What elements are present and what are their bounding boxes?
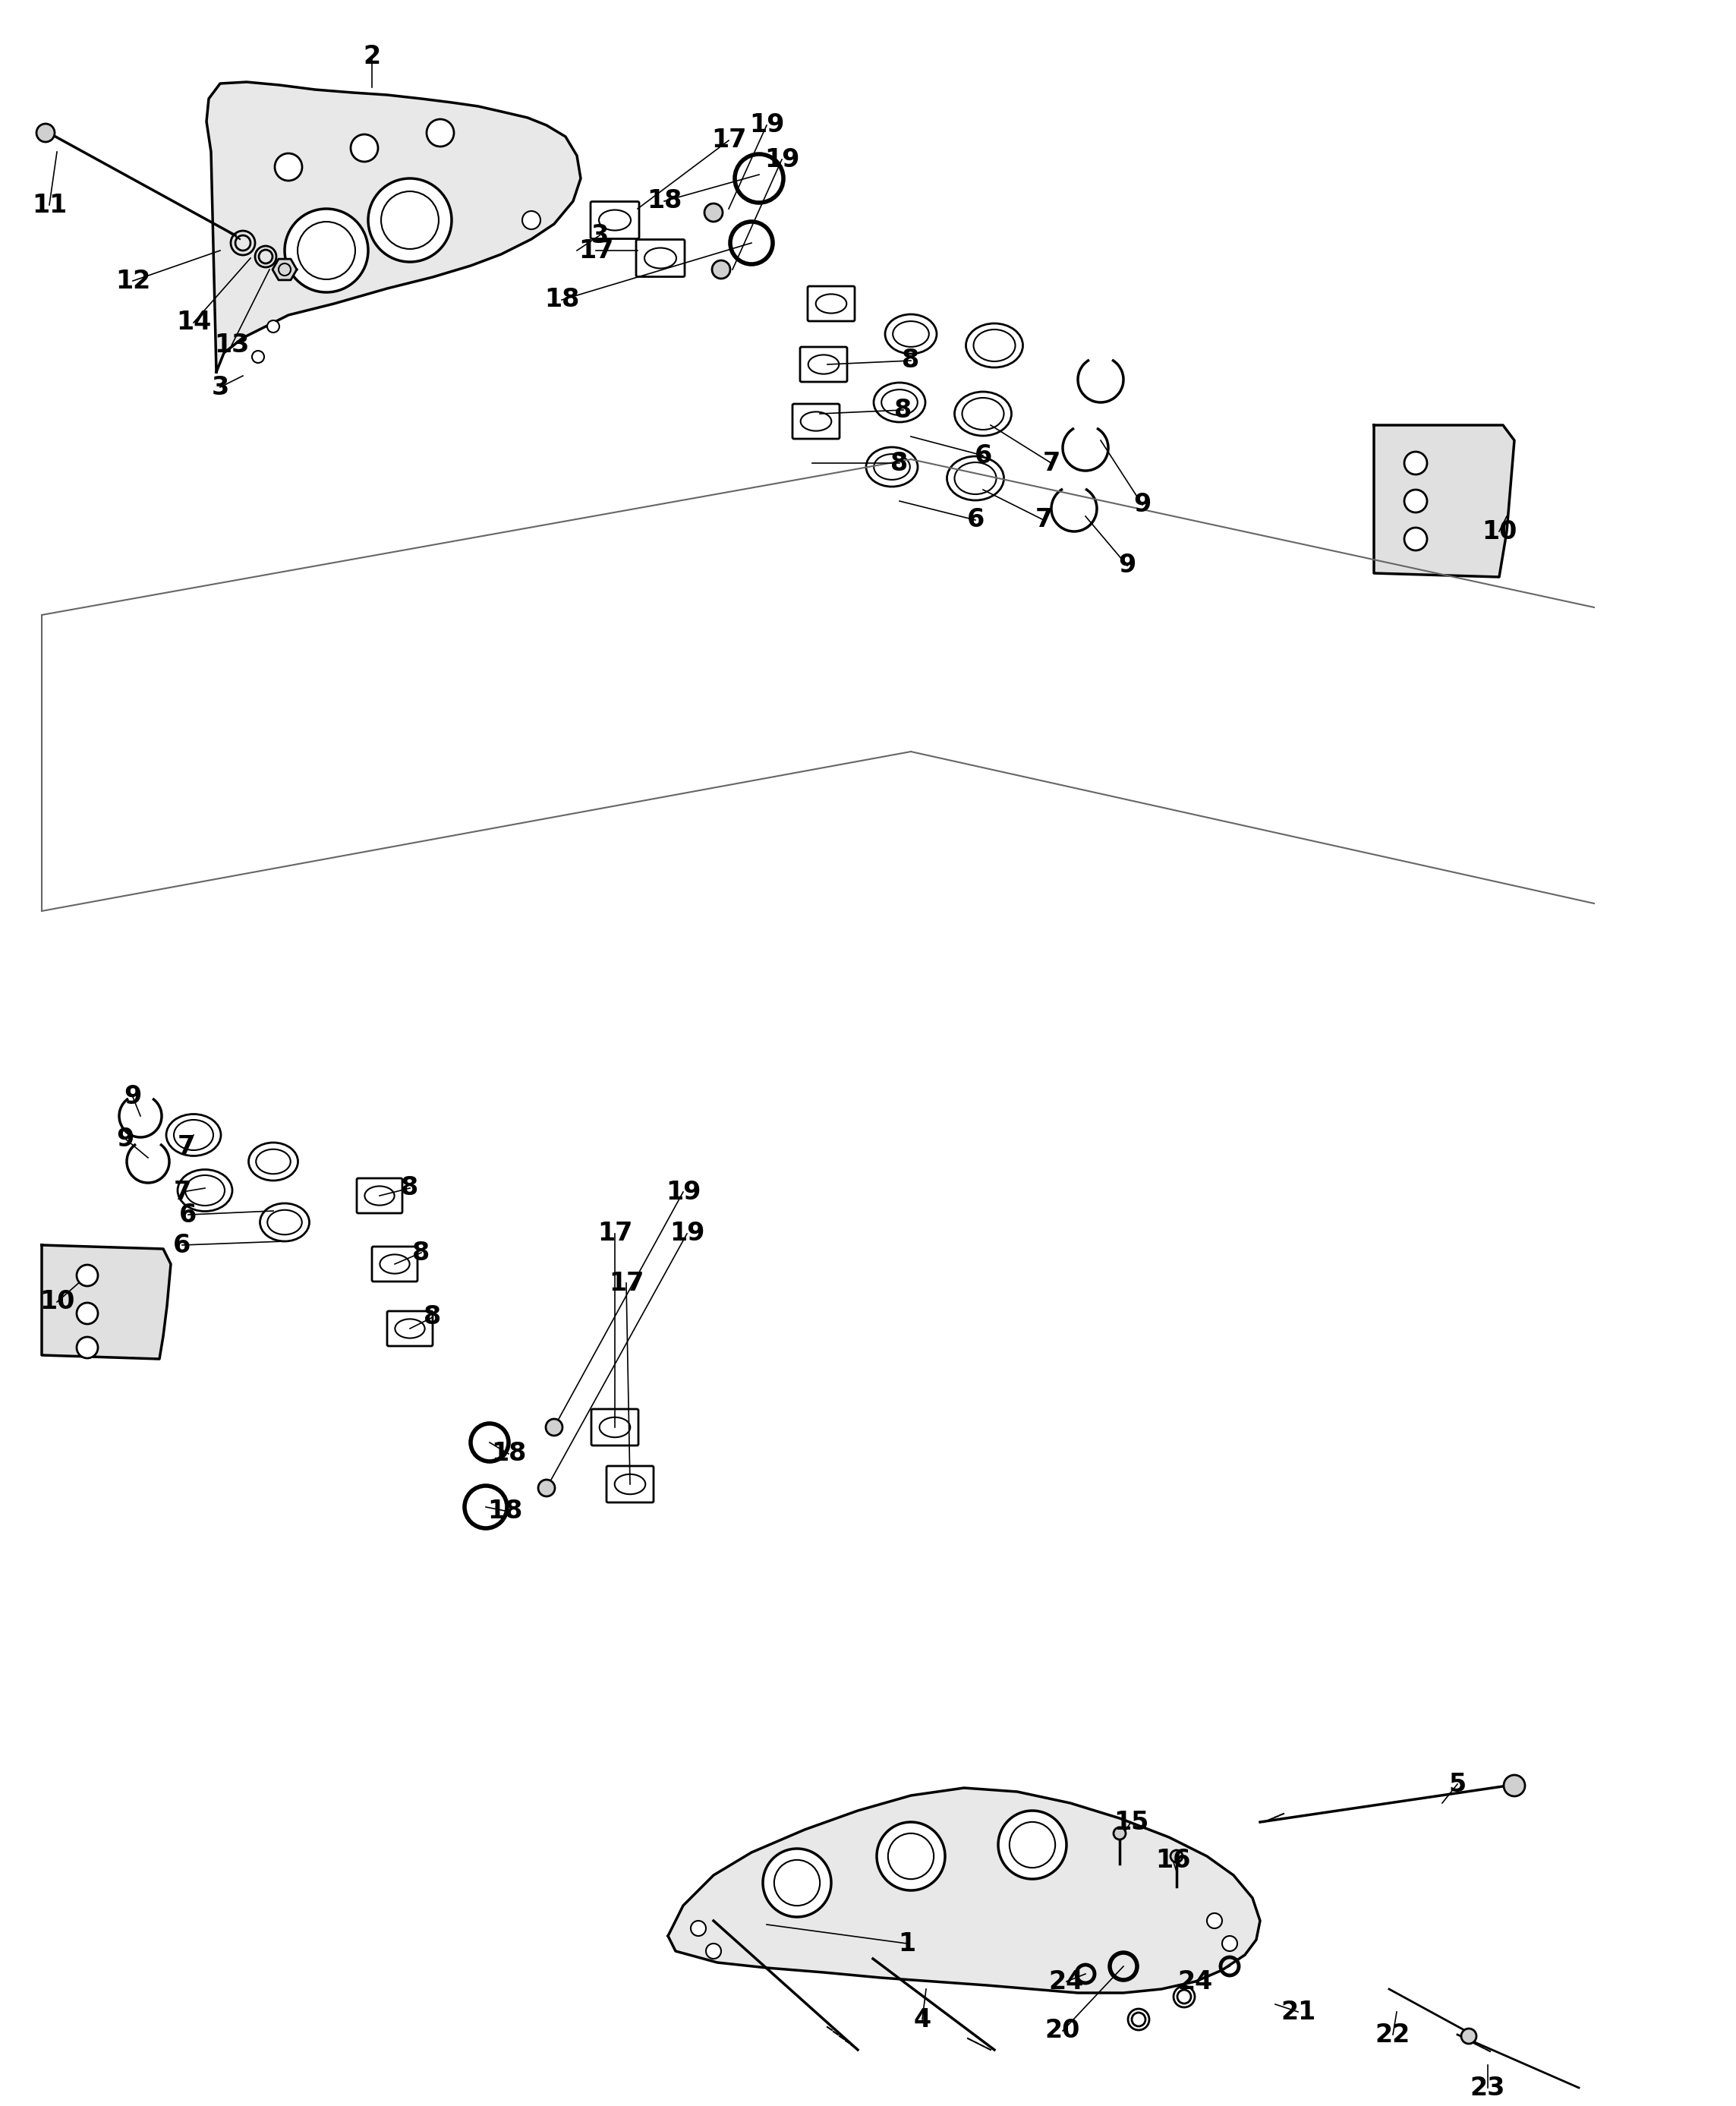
Text: 16: 16 xyxy=(1154,1847,1191,1872)
Text: 19: 19 xyxy=(748,114,785,137)
Text: 2: 2 xyxy=(363,44,380,69)
Circle shape xyxy=(427,120,453,147)
Polygon shape xyxy=(668,1788,1260,1992)
Text: 9: 9 xyxy=(1118,554,1135,579)
Circle shape xyxy=(691,1921,707,1935)
Text: 17: 17 xyxy=(578,238,613,263)
Text: 17: 17 xyxy=(712,128,746,154)
Text: 8: 8 xyxy=(894,398,911,423)
Circle shape xyxy=(267,320,279,333)
Text: 19: 19 xyxy=(764,147,800,173)
Text: 8: 8 xyxy=(413,1240,431,1266)
Circle shape xyxy=(285,208,368,293)
Circle shape xyxy=(712,261,731,278)
Circle shape xyxy=(274,154,302,181)
Circle shape xyxy=(1404,491,1427,512)
Text: 6: 6 xyxy=(174,1232,191,1257)
Text: 5: 5 xyxy=(1448,1771,1467,1796)
Text: 9: 9 xyxy=(1134,493,1151,518)
Circle shape xyxy=(762,1849,832,1916)
Circle shape xyxy=(76,1304,97,1325)
Text: 3: 3 xyxy=(590,223,609,249)
Text: 10: 10 xyxy=(40,1289,75,1314)
Text: 20: 20 xyxy=(1045,2018,1080,2043)
Text: 19: 19 xyxy=(670,1221,705,1247)
Polygon shape xyxy=(1373,425,1514,577)
Circle shape xyxy=(1113,1828,1125,1839)
Text: 21: 21 xyxy=(1281,1999,1316,2024)
Text: 8: 8 xyxy=(891,451,908,476)
Text: 14: 14 xyxy=(175,310,212,335)
Text: 4: 4 xyxy=(913,2007,930,2032)
Circle shape xyxy=(1462,2028,1476,2043)
Circle shape xyxy=(877,1822,944,1891)
Circle shape xyxy=(538,1481,556,1497)
Text: 24: 24 xyxy=(1179,1969,1213,1994)
Text: 11: 11 xyxy=(31,192,68,217)
Circle shape xyxy=(1170,1851,1182,1862)
Circle shape xyxy=(1222,1935,1238,1950)
Text: 8: 8 xyxy=(401,1175,418,1200)
Circle shape xyxy=(705,204,722,221)
Text: 3: 3 xyxy=(212,375,229,400)
Circle shape xyxy=(1503,1775,1524,1796)
Text: 7: 7 xyxy=(174,1179,191,1205)
Text: 23: 23 xyxy=(1470,2074,1505,2100)
Text: 7: 7 xyxy=(177,1133,194,1158)
Text: 18: 18 xyxy=(646,190,682,213)
Text: 24: 24 xyxy=(1049,1969,1083,1994)
Text: 10: 10 xyxy=(1481,518,1517,543)
Text: 22: 22 xyxy=(1375,2022,1410,2047)
Circle shape xyxy=(36,124,54,141)
Circle shape xyxy=(76,1266,97,1287)
Text: 18: 18 xyxy=(543,286,580,312)
Circle shape xyxy=(1207,1912,1222,1929)
Text: 1: 1 xyxy=(898,1931,917,1956)
Text: 18: 18 xyxy=(488,1497,523,1523)
Text: 8: 8 xyxy=(424,1306,441,1329)
Circle shape xyxy=(1404,529,1427,550)
Circle shape xyxy=(252,352,264,362)
Text: 12: 12 xyxy=(115,267,151,293)
Circle shape xyxy=(523,211,540,230)
Polygon shape xyxy=(42,1245,170,1358)
Circle shape xyxy=(1404,451,1427,474)
Text: 17: 17 xyxy=(597,1221,632,1247)
Circle shape xyxy=(76,1337,97,1358)
Circle shape xyxy=(998,1811,1066,1879)
Circle shape xyxy=(707,1944,720,1959)
Text: 8: 8 xyxy=(903,347,920,373)
Text: 6: 6 xyxy=(967,508,984,533)
Text: 7: 7 xyxy=(1043,451,1061,476)
Text: 18: 18 xyxy=(491,1441,526,1466)
Circle shape xyxy=(545,1419,562,1436)
Text: 7: 7 xyxy=(1035,508,1052,533)
Text: 15: 15 xyxy=(1113,1809,1149,1834)
Circle shape xyxy=(351,135,378,162)
Text: 13: 13 xyxy=(214,333,250,358)
Text: 6: 6 xyxy=(179,1203,198,1228)
Text: 19: 19 xyxy=(665,1179,701,1205)
Polygon shape xyxy=(273,259,297,280)
Polygon shape xyxy=(207,82,580,373)
Text: 9: 9 xyxy=(116,1127,134,1152)
Circle shape xyxy=(368,179,451,261)
Text: 9: 9 xyxy=(123,1085,142,1110)
Text: 17: 17 xyxy=(609,1270,644,1295)
Text: 6: 6 xyxy=(974,442,991,468)
